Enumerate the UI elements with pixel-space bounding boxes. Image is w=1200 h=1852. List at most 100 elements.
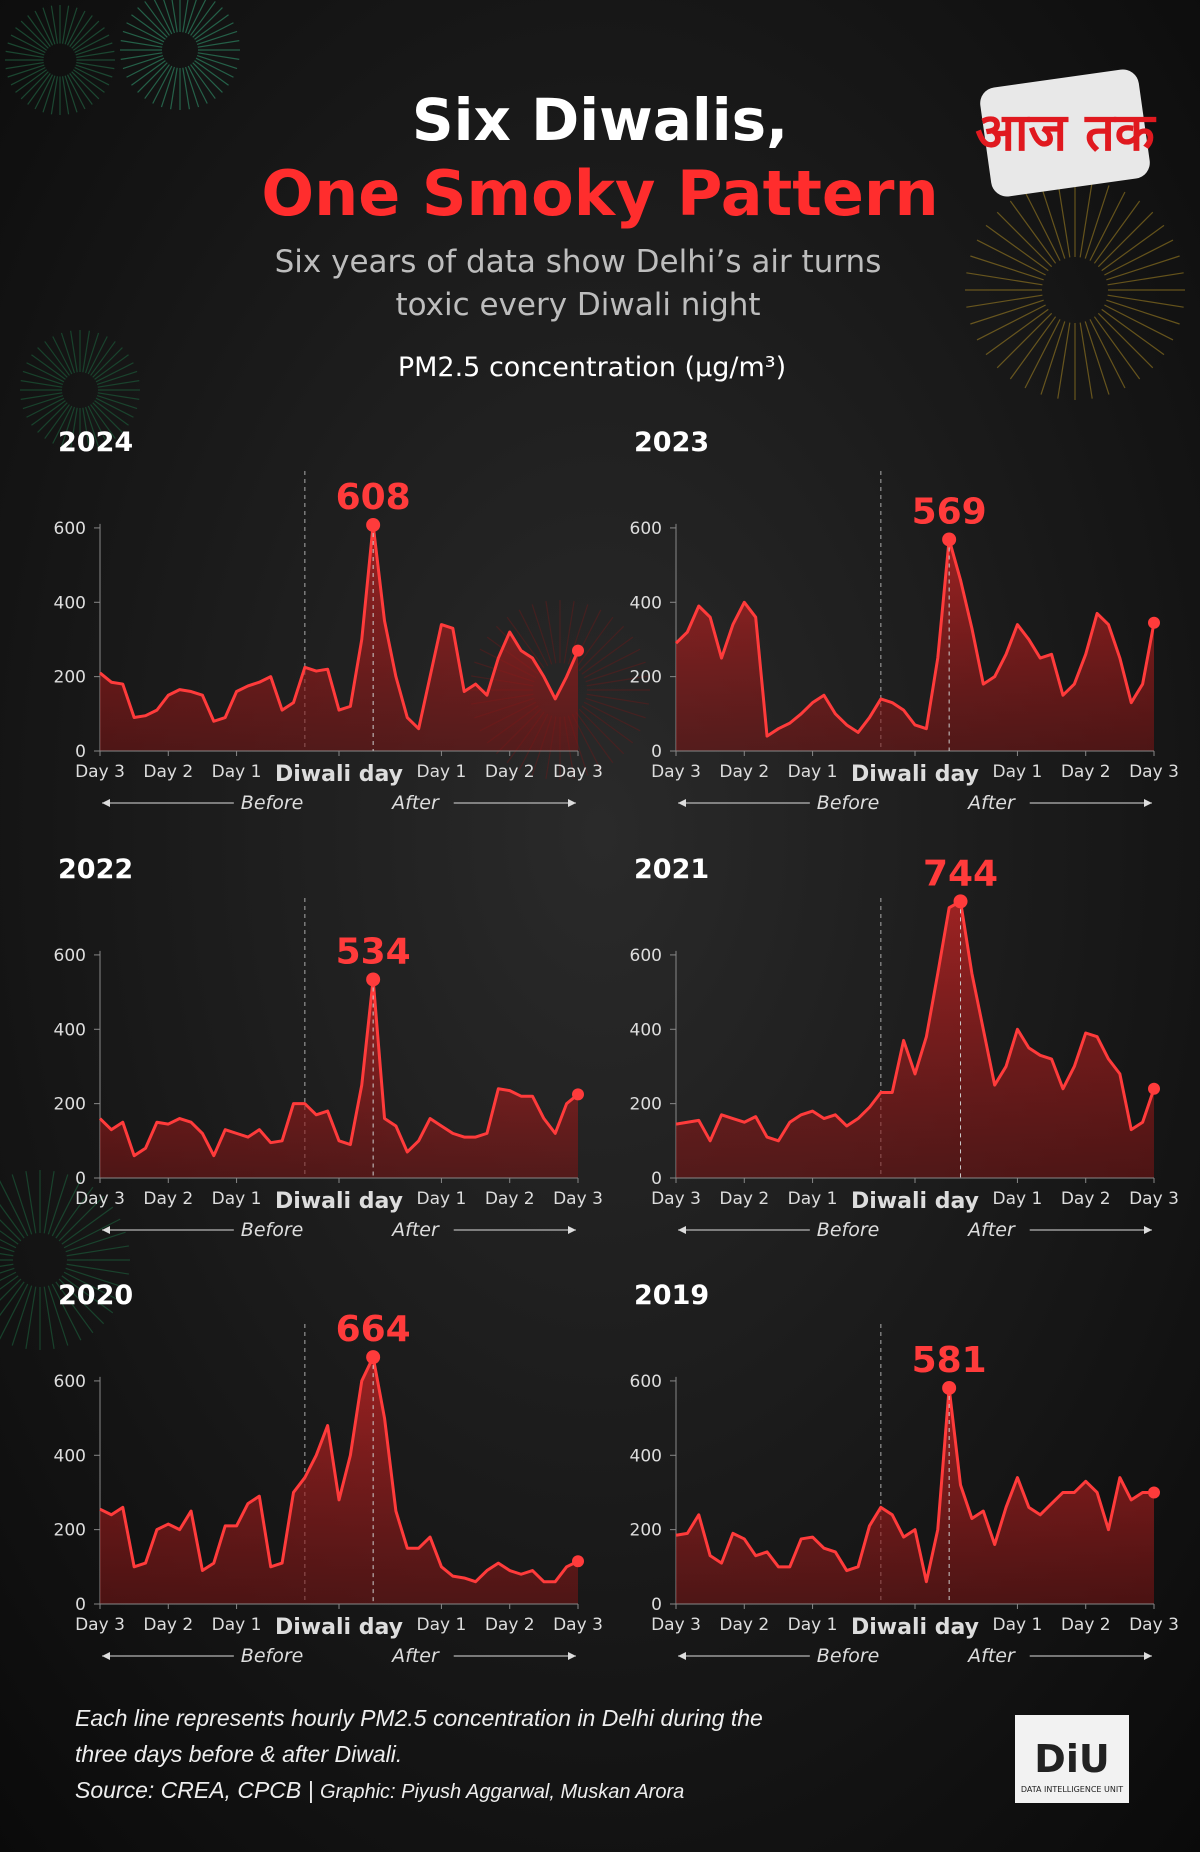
area [676, 901, 1154, 1178]
firework-ray [87, 405, 108, 444]
firework-ray [196, 54, 238, 70]
firework-ray [583, 648, 641, 679]
firework-ray [0, 1180, 29, 1237]
firework-ray [94, 354, 129, 380]
peak-label: 744 [923, 853, 998, 894]
firework-ray [31, 354, 66, 380]
credit: Graphic: Piyush Aggarwal, Muskan Arora [320, 1781, 685, 1803]
firework-ray [0, 1275, 19, 1290]
firework-ray [47, 1285, 69, 1346]
firework-ray [1057, 322, 1071, 399]
firework-ray [996, 211, 1053, 268]
y-tick-label: 600 [630, 519, 662, 539]
firework-ray [0, 1281, 25, 1317]
firework-ray [194, 60, 229, 86]
firework-ray [90, 341, 116, 376]
firework-ray [10, 34, 46, 54]
firework-ray [182, 67, 190, 110]
after-label: After [966, 792, 1016, 814]
firework-ray [131, 60, 166, 86]
x-tick-label: Diwali day [851, 762, 979, 787]
firework-ray [55, 1186, 94, 1239]
firework-ray [575, 711, 614, 764]
firework-ray [90, 404, 116, 439]
firework-ray [5, 50, 44, 59]
firework-ray [1101, 308, 1165, 356]
before-label: Before [241, 1219, 304, 1241]
firework-ray [63, 1271, 121, 1302]
firework-ray [966, 294, 1043, 308]
firework-ray [144, 1, 170, 36]
firework-ray [50, 5, 59, 44]
x-tick-label: Day 1 [788, 1189, 838, 1209]
logo-text: आज तक [975, 103, 1156, 163]
firework-ray [61, 76, 70, 115]
x-tick-label: Day 1 [993, 1189, 1043, 1209]
x-tick-label: Day 3 [1129, 1189, 1179, 1209]
firework-ray [66, 74, 86, 110]
firework-ray [153, 0, 173, 35]
firework-ray [184, 66, 200, 108]
y-tick-label: 0 [75, 1169, 86, 1189]
firework-ray [581, 705, 634, 744]
x-tick-label: Day 1 [417, 762, 467, 782]
x-tick-label: Diwali day [851, 1189, 979, 1214]
firework-ray [170, 67, 178, 110]
x-tick-label: Day 2 [143, 1189, 193, 1209]
firework-ray [126, 22, 165, 43]
firework-ray [163, 0, 176, 34]
firework-ray [74, 34, 110, 54]
after-label: After [966, 1219, 1016, 1241]
arrow-head [1144, 1226, 1152, 1234]
firework-ray [58, 1195, 105, 1242]
firework-ray [43, 1171, 55, 1234]
area [100, 524, 578, 751]
firework-ray [976, 304, 1046, 341]
x-tick-label: Day 2 [1061, 1615, 1111, 1635]
firework-ray [97, 392, 140, 400]
x-tick-label: Day 1 [993, 762, 1043, 782]
firework-ray [61, 5, 70, 44]
x-tick-label: Day 1 [993, 1615, 1043, 1635]
firework-ray [26, 397, 65, 418]
arrow-head [102, 799, 110, 807]
x-tick-label: Day 2 [719, 1615, 769, 1635]
firework-ray [545, 601, 557, 664]
firework-ray [195, 57, 234, 78]
firework-ray [970, 255, 1044, 281]
line [675, 1386, 1154, 1584]
firework-ray [585, 661, 646, 683]
firework-ray [44, 341, 70, 376]
y-tick-label: 200 [630, 668, 662, 688]
x-tick-label: Diwali day [275, 1189, 403, 1214]
firework-ray [196, 30, 238, 46]
firework-ray [55, 1281, 94, 1334]
x-tick-label: Day 1 [417, 1189, 467, 1209]
firework-ray [985, 224, 1049, 272]
end-dot [572, 1555, 584, 1568]
x-tick-label: Day 2 [1061, 762, 1111, 782]
after-label: After [390, 792, 440, 814]
firework-ray [1040, 185, 1066, 259]
firework-ray [194, 14, 229, 40]
peak-dot [942, 532, 957, 547]
peak-dot [942, 1380, 957, 1395]
firework-ray [5, 61, 44, 70]
firework-ray [190, 64, 216, 99]
peak-dot [366, 972, 381, 987]
firework-ray [0, 1253, 14, 1257]
firework-ray [95, 362, 134, 383]
y-tick-label: 0 [651, 1595, 662, 1615]
chart-title: 2024 [58, 427, 133, 458]
firework-ray [518, 609, 549, 667]
after-label: After [390, 1645, 440, 1667]
firework-ray [0, 1246, 15, 1253]
firework-ray [190, 1, 216, 36]
firework-ray [66, 1263, 129, 1275]
firework-ray [1040, 321, 1066, 395]
firework-ray [92, 402, 123, 433]
arrow-head [102, 1226, 110, 1234]
arrow-head [1144, 1652, 1152, 1660]
firework-ray [96, 394, 138, 410]
y-tick-label: 0 [651, 1169, 662, 1189]
